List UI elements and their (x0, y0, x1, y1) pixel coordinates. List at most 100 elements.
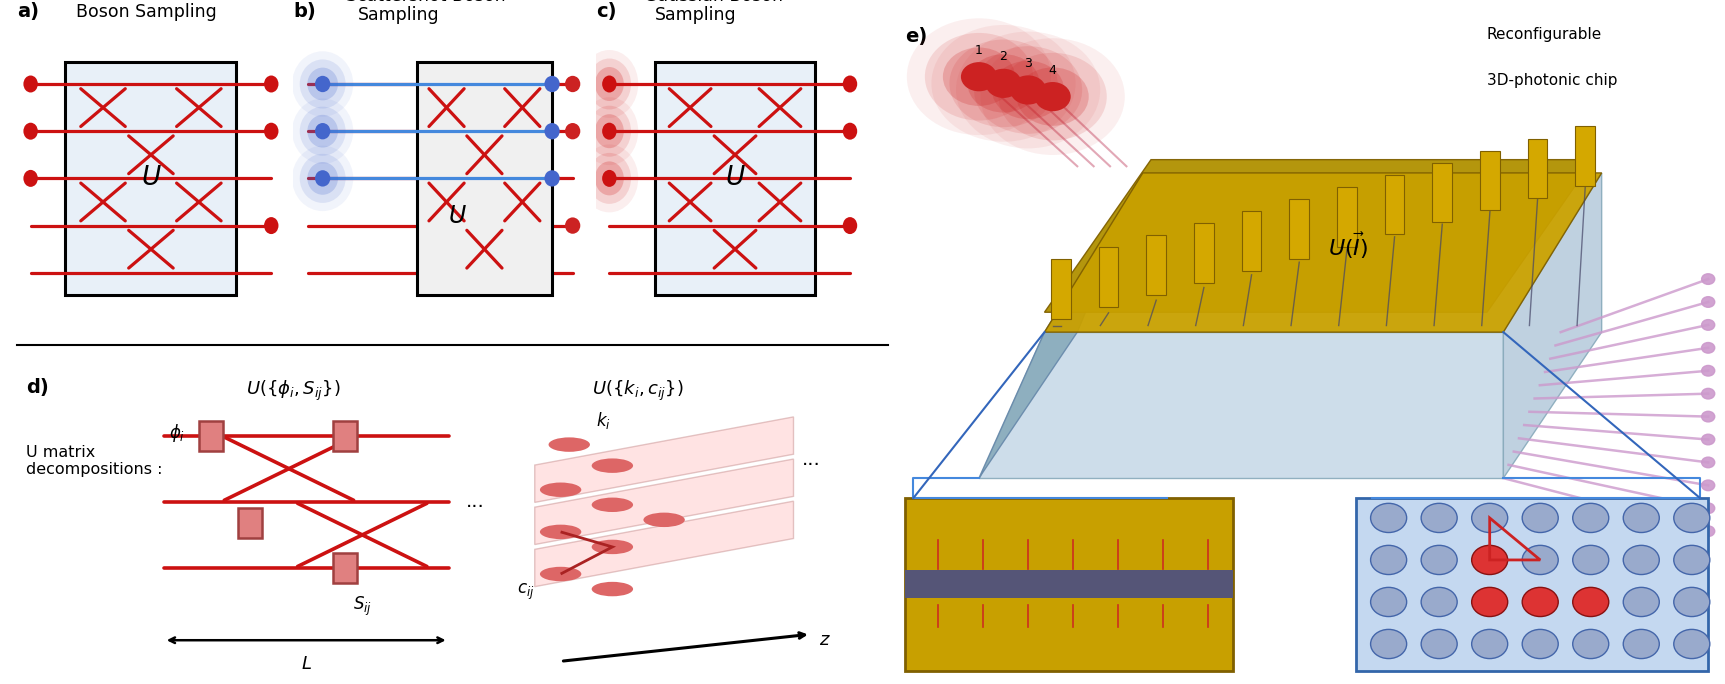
Circle shape (1701, 297, 1715, 307)
Text: Sampling: Sampling (359, 6, 440, 24)
Text: c): c) (597, 2, 616, 21)
Circle shape (968, 54, 1040, 113)
Circle shape (1421, 629, 1458, 659)
Polygon shape (1051, 259, 1071, 319)
Circle shape (1701, 365, 1715, 376)
Circle shape (540, 482, 581, 497)
Circle shape (844, 122, 857, 140)
Circle shape (975, 47, 1082, 134)
Circle shape (595, 161, 624, 196)
FancyBboxPatch shape (238, 508, 262, 538)
Circle shape (588, 153, 631, 204)
Text: $\phi_i$: $\phi_i$ (169, 421, 186, 443)
Circle shape (566, 218, 580, 234)
Text: $U(\{\phi_i, S_{ij}\})$: $U(\{\phi_i, S_{ij}\})$ (247, 378, 340, 403)
Text: U: U (141, 166, 160, 192)
Polygon shape (1337, 187, 1358, 246)
Polygon shape (535, 459, 794, 544)
Circle shape (292, 98, 354, 164)
Circle shape (316, 170, 329, 187)
Text: 3D-photonic chip: 3D-photonic chip (1487, 73, 1618, 88)
Circle shape (602, 75, 616, 92)
Circle shape (1573, 545, 1609, 575)
Text: 2: 2 (999, 51, 1007, 64)
Circle shape (985, 69, 1021, 98)
Polygon shape (1432, 163, 1452, 222)
Text: $z$: $z$ (819, 631, 831, 649)
Polygon shape (1099, 247, 1118, 307)
Circle shape (592, 497, 633, 512)
Text: 1: 1 (975, 44, 983, 57)
Circle shape (24, 170, 38, 187)
Circle shape (844, 75, 857, 92)
Text: $c_{ij}$: $c_{ij}$ (518, 582, 535, 602)
FancyBboxPatch shape (66, 62, 236, 295)
Polygon shape (1289, 199, 1309, 259)
Text: Scattershot Boson: Scattershot Boson (347, 0, 505, 5)
Polygon shape (1575, 127, 1596, 186)
Text: 3: 3 (1025, 57, 1032, 70)
Circle shape (1623, 503, 1659, 533)
Circle shape (932, 25, 1076, 142)
Circle shape (1471, 545, 1508, 575)
FancyBboxPatch shape (656, 62, 816, 295)
Text: U matrix
decompositions :: U matrix decompositions : (26, 445, 162, 477)
Polygon shape (1044, 173, 1601, 332)
Polygon shape (1147, 235, 1166, 295)
Circle shape (549, 437, 590, 452)
Circle shape (1701, 319, 1715, 330)
Circle shape (581, 50, 638, 118)
Circle shape (992, 61, 1064, 119)
Polygon shape (1242, 211, 1261, 271)
Text: ...: ... (466, 492, 485, 511)
Circle shape (1701, 343, 1715, 353)
Text: Gaussian Boson: Gaussian Boson (643, 0, 783, 5)
Circle shape (1371, 545, 1406, 575)
Circle shape (300, 60, 345, 109)
Text: Sampling: Sampling (656, 6, 737, 24)
Polygon shape (980, 332, 1504, 478)
Circle shape (956, 31, 1101, 148)
Circle shape (595, 67, 624, 101)
Circle shape (1371, 503, 1406, 533)
Circle shape (1701, 389, 1715, 399)
Circle shape (1521, 588, 1558, 616)
Polygon shape (1504, 173, 1601, 478)
Circle shape (300, 154, 345, 203)
Text: $S_{ij}$: $S_{ij}$ (352, 595, 373, 618)
Circle shape (1421, 503, 1458, 533)
Circle shape (1701, 457, 1715, 468)
Circle shape (316, 123, 329, 140)
Circle shape (1701, 434, 1715, 445)
Circle shape (581, 97, 638, 165)
Circle shape (545, 123, 559, 140)
Circle shape (1623, 629, 1659, 659)
Circle shape (24, 122, 38, 140)
Circle shape (961, 62, 997, 91)
Circle shape (944, 47, 1014, 106)
FancyBboxPatch shape (333, 553, 357, 583)
Circle shape (300, 107, 345, 156)
Circle shape (1521, 629, 1558, 659)
Circle shape (1701, 411, 1715, 422)
Polygon shape (1480, 150, 1499, 210)
Circle shape (643, 512, 685, 527)
Circle shape (1016, 68, 1088, 126)
Circle shape (307, 115, 338, 148)
Polygon shape (980, 173, 1142, 478)
Circle shape (592, 582, 633, 596)
Text: $k_i$: $k_i$ (597, 410, 611, 431)
Circle shape (581, 144, 638, 212)
Text: Boson Sampling: Boson Sampling (76, 3, 217, 21)
Circle shape (1573, 629, 1609, 659)
Text: $L$: $L$ (300, 655, 312, 673)
Text: $U(\vec{I})$: $U(\vec{I})$ (1328, 231, 1368, 261)
Circle shape (566, 123, 580, 140)
Circle shape (999, 53, 1107, 140)
Polygon shape (1528, 139, 1547, 198)
Circle shape (1701, 503, 1715, 514)
FancyBboxPatch shape (333, 421, 357, 451)
Circle shape (588, 59, 631, 109)
Circle shape (907, 18, 1051, 135)
Circle shape (1521, 545, 1558, 575)
